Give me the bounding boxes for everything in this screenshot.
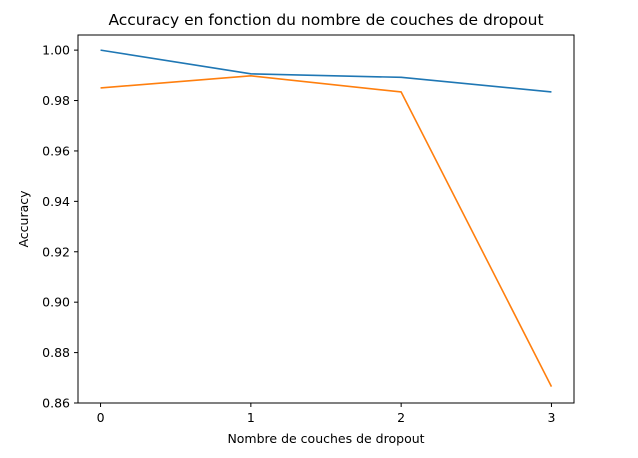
y-axis-label: Accuracy — [16, 190, 31, 248]
y-tick-label-7: 1.00 — [42, 43, 70, 58]
series-line-0 — [100, 49, 552, 93]
ticks-layer: 0 1 2 3 0.86 0.88 0.90 0.92 0.94 0.96 0.98 1.00 — [42, 43, 555, 425]
x-tick-label-1: 1 — [247, 410, 255, 425]
x-tick-label-2: 2 — [397, 410, 405, 425]
y-tick-label-6: 0.98 — [42, 93, 70, 108]
y-tick-label-3: 0.92 — [42, 244, 70, 259]
x-tick-label-0: 0 — [97, 410, 105, 425]
series-layer — [100, 49, 553, 387]
y-tick-label-1: 0.88 — [42, 345, 70, 360]
y-tick-label-2: 0.90 — [42, 295, 70, 310]
y-tick-label-4: 0.94 — [42, 194, 70, 209]
chart-title: Accuracy en fonction du nombre de couche… — [108, 11, 543, 29]
y-tick-label-0: 0.86 — [42, 396, 70, 411]
y-tick-label-5: 0.96 — [42, 143, 70, 158]
x-tick-label-3: 3 — [547, 410, 555, 425]
x-axis-label: Nombre de couches de dropout — [227, 431, 424, 446]
series-line-1 — [100, 75, 553, 387]
plot-frame — [77, 34, 575, 404]
